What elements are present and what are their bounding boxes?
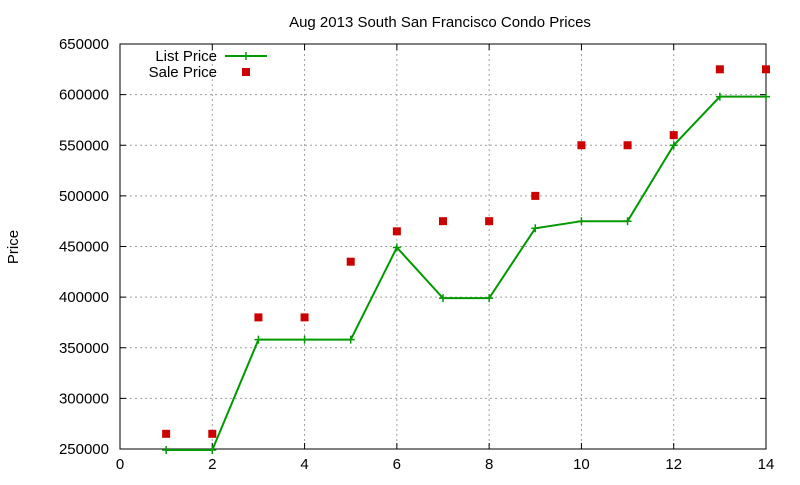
list-price-point	[577, 217, 586, 226]
sale-price-point	[669, 131, 678, 140]
y-tick-label: 250000	[59, 441, 109, 458]
x-tick-label: 8	[485, 456, 493, 473]
list-price-point	[715, 92, 724, 101]
list-price-point	[208, 446, 217, 455]
list-price-line	[166, 95, 766, 452]
sale-price-point	[254, 313, 263, 322]
list-price-point	[392, 243, 401, 252]
sale-price-point	[392, 227, 401, 236]
sale-price-point	[485, 217, 494, 226]
series-layer	[162, 65, 770, 455]
sale-price-point	[300, 313, 309, 322]
list-price-point	[485, 294, 494, 303]
list-price-point	[346, 335, 355, 344]
sale-price-point	[162, 429, 171, 438]
grid-layer	[120, 44, 766, 449]
y-tick-label: 400000	[59, 289, 109, 306]
x-tick-label: 14	[758, 456, 775, 473]
chart-title: Aug 2013 South San Francisco Condo Price…	[289, 14, 591, 31]
x-tick-label: 10	[573, 456, 590, 473]
axis-layer: 0 2 4 6 8 10 12 14 250000 300000 350000 400000 45000…	[59, 36, 774, 473]
legend-marker-sale	[242, 68, 250, 76]
list-price-point	[623, 217, 632, 226]
y-tick-label: 550000	[59, 137, 109, 154]
sale-price-point	[623, 141, 632, 150]
list-price-point	[531, 224, 540, 233]
x-tick-label: 2	[208, 456, 216, 473]
sale-price-point	[208, 429, 217, 438]
x-tick-label: 6	[393, 456, 401, 473]
legend-label-1: List Price	[155, 48, 217, 65]
list-price-point	[439, 294, 447, 303]
x-tick-label: 12	[665, 456, 682, 473]
list-price-point	[669, 141, 678, 150]
series-2	[162, 65, 770, 438]
x-tick-label: 4	[300, 456, 308, 473]
list-price-point	[300, 335, 309, 344]
y-tick-label: 650000	[59, 36, 109, 53]
list-price-point	[162, 446, 171, 455]
list-price-point	[762, 92, 770, 101]
sale-price-point	[577, 141, 586, 150]
sale-price-point	[439, 217, 447, 226]
legend-label-2: Sale Price	[149, 64, 217, 81]
sale-price-point	[346, 257, 355, 266]
x-tick-label: 0	[116, 456, 124, 473]
legend-marker-list	[242, 52, 250, 60]
y-tick-label: 500000	[59, 188, 109, 205]
series-1	[162, 92, 770, 455]
list-price-point	[254, 335, 263, 344]
y-tick-label: 350000	[59, 340, 109, 357]
sale-price-point	[531, 191, 540, 200]
y-tick-label: 300000	[59, 390, 109, 407]
y-tick-label: 600000	[59, 87, 109, 104]
sale-price-point	[762, 65, 770, 74]
y-tick-label: 450000	[59, 239, 109, 256]
y-axis-label: Price	[5, 230, 22, 264]
sale-price-point	[715, 65, 724, 74]
